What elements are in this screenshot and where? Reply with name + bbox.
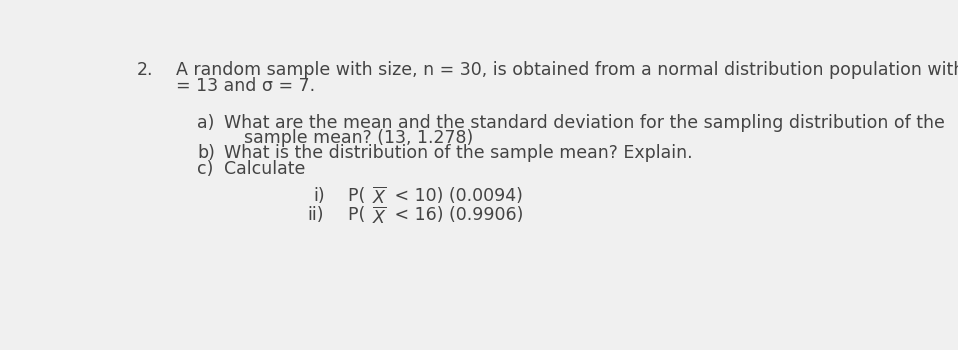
Text: ii): ii)	[308, 206, 324, 224]
Text: = 13 and σ = 7.: = 13 and σ = 7.	[176, 77, 315, 95]
Text: < 16) (0.9906): < 16) (0.9906)	[389, 206, 523, 224]
Text: A random sample with size, n = 30, is obtained from a normal distribution popula: A random sample with size, n = 30, is ob…	[176, 61, 958, 79]
Text: c): c)	[197, 160, 214, 178]
Text: 2.: 2.	[137, 61, 153, 79]
Text: What is the distribution of the sample mean? Explain.: What is the distribution of the sample m…	[224, 145, 693, 162]
Text: b): b)	[197, 145, 216, 162]
Text: sample mean? (13, 1.278): sample mean? (13, 1.278)	[243, 129, 473, 147]
Text: Calculate: Calculate	[224, 160, 306, 178]
Text: $\overline{X}$: $\overline{X}$	[372, 187, 387, 208]
Text: P(: P(	[349, 206, 371, 224]
Text: $\overline{X}$: $\overline{X}$	[372, 206, 387, 227]
Text: What are the mean and the standard deviation for the sampling distribution of th: What are the mean and the standard devia…	[224, 114, 946, 132]
Text: P(: P(	[349, 187, 371, 205]
Text: i): i)	[313, 187, 325, 205]
Text: a): a)	[197, 114, 215, 132]
Text: < 10) (0.0094): < 10) (0.0094)	[389, 187, 522, 205]
